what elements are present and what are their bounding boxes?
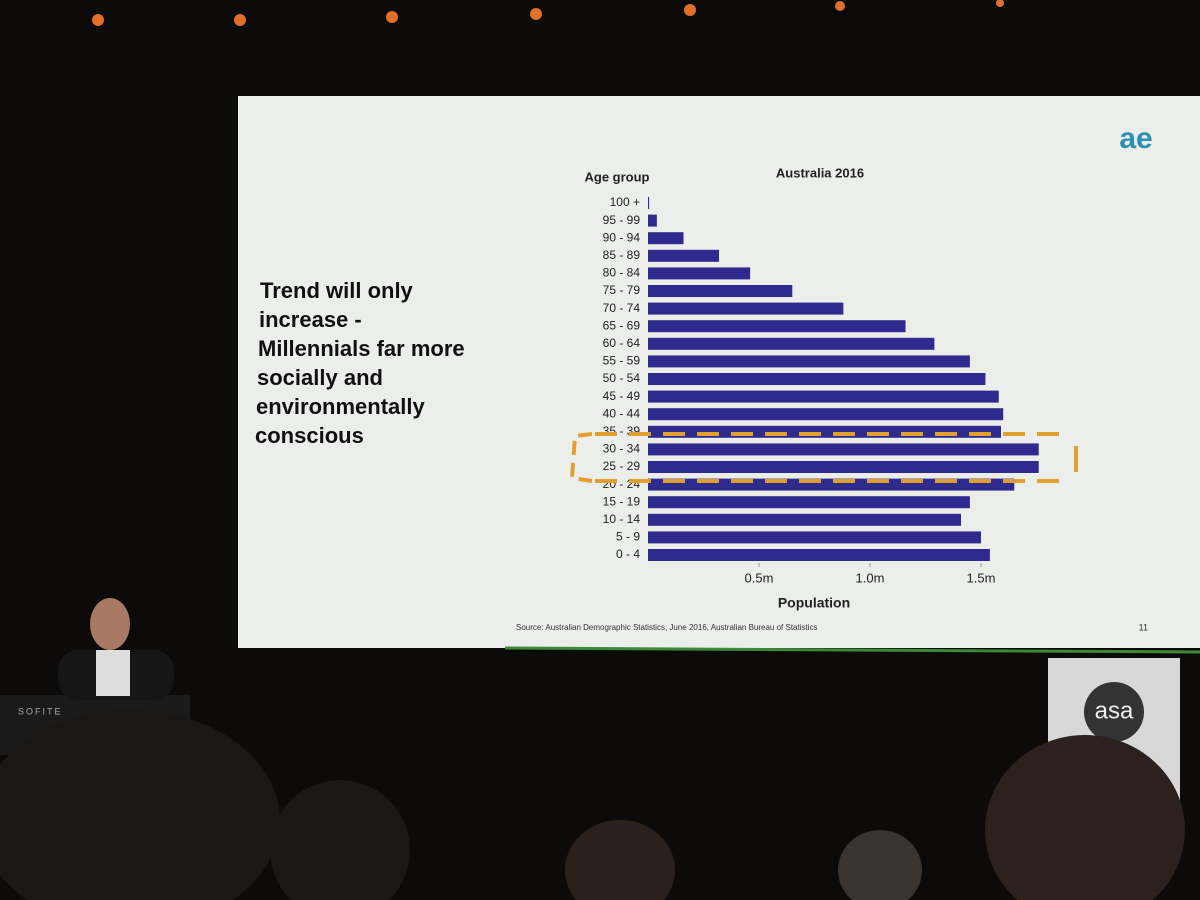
y-tick-label: 85 - 89 xyxy=(603,248,641,262)
source-note: Source: Australian Demographic Statistic… xyxy=(516,623,818,632)
y-tick-label: 65 - 69 xyxy=(603,318,641,332)
bar xyxy=(648,337,935,350)
y-tick-label: 100 + xyxy=(610,195,640,209)
sign-text: asa xyxy=(1095,697,1134,724)
logo: ae xyxy=(1119,122,1152,155)
podium-text: SOFITE xyxy=(18,706,63,716)
audience xyxy=(0,710,1185,900)
bar xyxy=(648,232,684,245)
bar xyxy=(648,496,970,509)
side-text-line: Trend will only xyxy=(260,278,414,303)
bar xyxy=(648,443,1039,456)
side-text-line: conscious xyxy=(255,423,364,448)
bar xyxy=(648,373,986,385)
bar xyxy=(648,531,981,544)
y-tick-label: 90 - 94 xyxy=(603,230,641,244)
bar xyxy=(648,302,844,315)
y-tick-label: 45 - 49 xyxy=(603,389,641,403)
bar xyxy=(648,390,999,403)
x-tick-label: 0.5m xyxy=(745,570,774,585)
y-tick-label: 0 - 4 xyxy=(616,547,640,561)
y-tick-label: 95 - 99 xyxy=(603,213,641,227)
y-tick-label: 5 - 9 xyxy=(616,530,640,544)
y-tick-label: 50 - 54 xyxy=(603,371,641,385)
side-text-line: environmentally xyxy=(256,394,425,419)
y-tick-label: 55 - 59 xyxy=(603,354,641,368)
speaker xyxy=(58,598,174,700)
sign-badge xyxy=(1084,682,1144,742)
y-tick-label: 15 - 19 xyxy=(603,494,641,508)
side-text-line: increase - xyxy=(259,307,362,332)
side-text: Trend will only increase - Millennials far… xyxy=(255,278,465,448)
y-tick-label: 25 - 29 xyxy=(603,459,641,473)
stage-lights xyxy=(92,0,1004,26)
page-number: 11 xyxy=(1139,622,1148,632)
x-axis-label: Population xyxy=(778,595,850,611)
side-text-line: socially and xyxy=(257,365,383,390)
bar xyxy=(648,320,906,333)
y-tick-label: 70 - 74 xyxy=(603,301,641,315)
y-tick-label: 30 - 34 xyxy=(603,442,641,456)
bar xyxy=(648,461,1039,473)
highlight-box xyxy=(569,432,1078,483)
chart-title: Australia 2016 xyxy=(776,165,864,180)
bar xyxy=(648,408,1004,421)
bar xyxy=(648,513,962,526)
y-tick-label: 80 - 84 xyxy=(603,266,641,280)
side-text-line: Millennials far more xyxy=(258,336,465,361)
bar xyxy=(648,214,657,227)
y-tick-label: 10 - 14 xyxy=(603,512,641,526)
y-tick-label: 75 - 79 xyxy=(603,283,641,297)
y-tick-label: 60 - 64 xyxy=(603,336,641,350)
y-axis-label: Age group xyxy=(585,169,650,184)
y-tick-label: 40 - 44 xyxy=(603,406,641,420)
bar xyxy=(648,355,970,368)
x-tick-label: 1.0m xyxy=(856,570,885,585)
bar xyxy=(648,267,751,280)
bar xyxy=(648,549,990,561)
bar xyxy=(648,197,650,209)
bar xyxy=(648,285,793,297)
slide-rule xyxy=(504,646,1200,654)
bar xyxy=(648,249,720,262)
x-tick-label: 1.5m xyxy=(967,570,996,585)
y-tick-label: 20 - 24 xyxy=(603,477,641,491)
